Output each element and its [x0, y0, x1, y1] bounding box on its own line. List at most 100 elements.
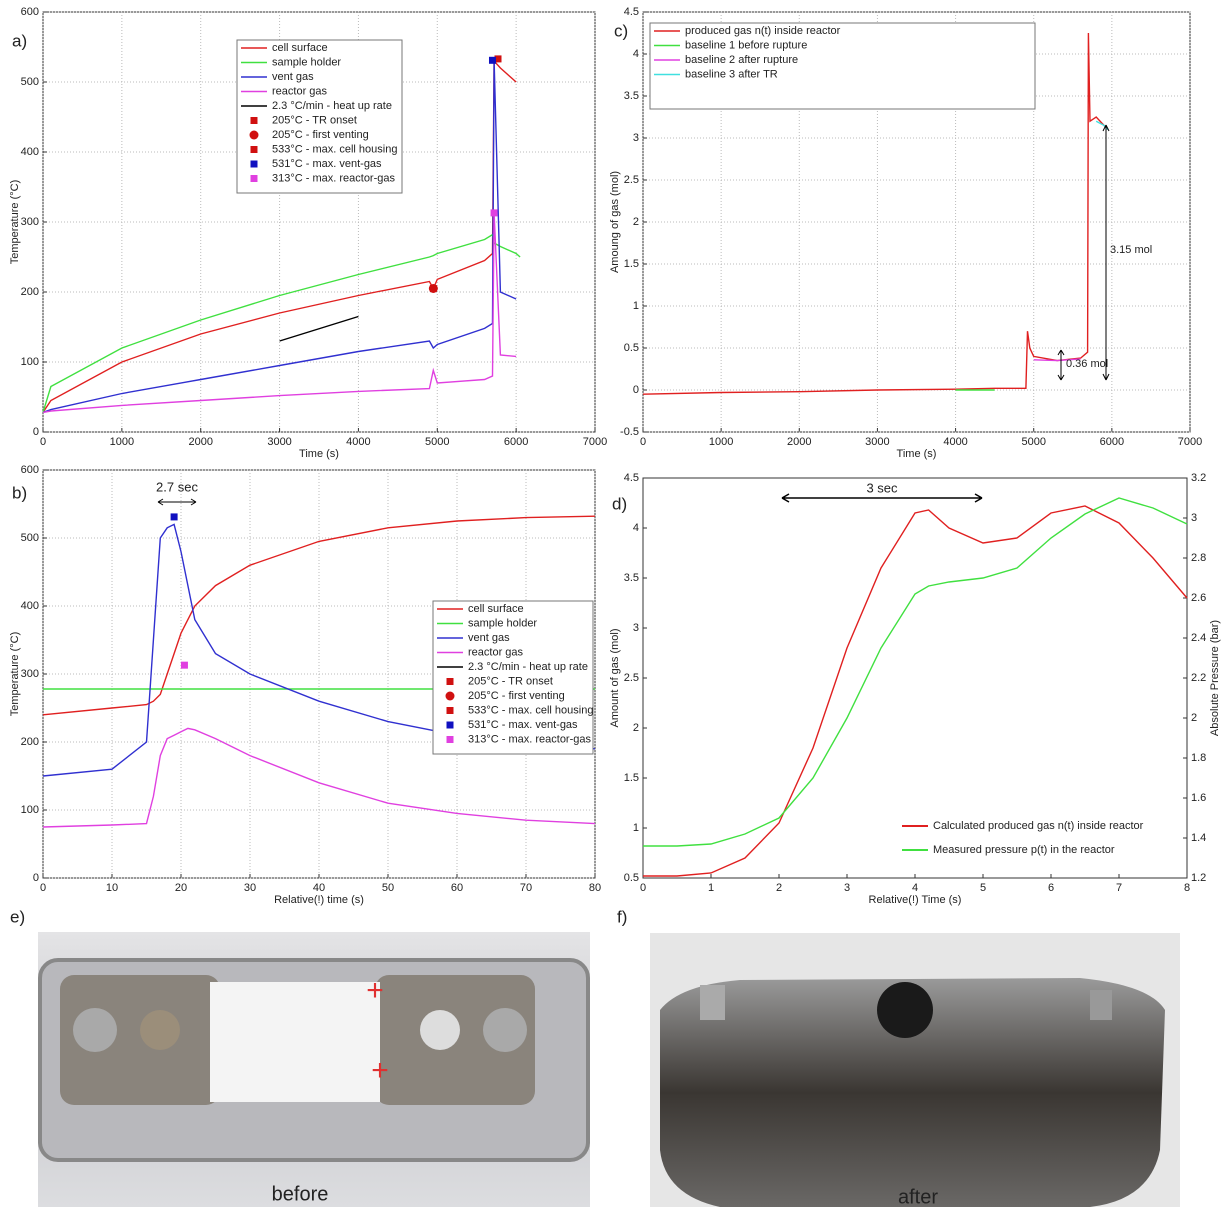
legend-label: 313°C - max. reactor-gas — [272, 172, 395, 184]
x-tick-label: 4 — [912, 882, 918, 894]
legend-label: 205°C - TR onset — [468, 675, 553, 687]
x-tick-label: 6000 — [504, 436, 528, 448]
y-tick-label: 400 — [21, 146, 39, 158]
x-tick-label: 7 — [1116, 882, 1122, 894]
marker — [445, 691, 455, 701]
legend-label: cell surface — [272, 42, 328, 54]
marker — [446, 707, 454, 714]
y-tick-label: 3.5 — [624, 572, 639, 584]
annotation: 3 sec — [866, 480, 898, 495]
y-tick-label: 200 — [21, 736, 39, 748]
x-axis-label: Time (s) — [299, 448, 339, 460]
series-line — [42, 515, 596, 716]
x-tick-label: 2000 — [787, 436, 811, 448]
x-tick-label: 1 — [708, 882, 714, 894]
y2-tick-label: 3.2 — [1191, 472, 1206, 484]
arrow — [1102, 124, 1110, 381]
legend-box — [432, 600, 594, 755]
legend-label: produced gas n(t) inside reactor — [685, 25, 841, 37]
marker — [446, 736, 454, 743]
y-tick-label: 600 — [21, 6, 39, 18]
marker — [170, 513, 178, 521]
y-tick-label: 600 — [21, 464, 39, 476]
legend-label: baseline 1 before rupture — [685, 39, 807, 51]
y-tick-label: 3.5 — [624, 90, 639, 102]
x-tick-label: 1000 — [110, 436, 134, 448]
y-tick-label: 300 — [21, 216, 39, 228]
legend-box — [649, 22, 1036, 110]
x-axis-label: Relative(!) Time (s) — [869, 894, 962, 906]
x-tick-label: 5000 — [1021, 436, 1045, 448]
y-tick-label: 0.5 — [624, 872, 639, 884]
x-tick-label: 80 — [589, 882, 601, 894]
marker — [490, 209, 498, 217]
panel-label: a) — [12, 31, 27, 50]
annotation: 0.36 mol — [1066, 358, 1108, 370]
legend-label: Measured pressure p(t) in the reactor — [933, 844, 1115, 856]
panel-label: c) — [614, 21, 628, 40]
marker — [446, 721, 454, 729]
x-tick-label: 50 — [382, 882, 394, 894]
x-tick-label: 8 — [1184, 882, 1190, 894]
y-tick-label: 1.5 — [624, 772, 639, 784]
legend-label: sample holder — [272, 56, 341, 68]
y-tick-label: 4 — [633, 48, 639, 60]
photo-before: + + — [38, 932, 590, 1207]
x-tick-label: 70 — [520, 882, 532, 894]
y-tick-label: 4.5 — [624, 6, 639, 18]
y-axis-label: Amoung of gas (mol) — [609, 171, 621, 273]
y2-tick-label: 1.2 — [1191, 872, 1206, 884]
y-tick-label: 1.5 — [624, 258, 639, 270]
x-tick-label: 0 — [40, 436, 46, 448]
y2-tick-label: 1.4 — [1191, 832, 1206, 844]
y2-tick-label: 1.8 — [1191, 752, 1206, 764]
legend-label: vent gas — [272, 71, 314, 83]
legend-label: 205°C - TR onset — [272, 114, 357, 126]
y-tick-label: 2.5 — [624, 174, 639, 186]
y-tick-label: 400 — [21, 600, 39, 612]
legend: cell surface sample holder vent gas reactor… — [432, 600, 594, 755]
x-tick-label: 2000 — [188, 436, 212, 448]
x-tick-label: 2 — [776, 882, 782, 894]
photo-label: f) — [617, 907, 627, 926]
photo-label: e) — [10, 907, 25, 926]
legend-label: 2.3 °C/min - heat up rate — [468, 661, 588, 673]
legend-box — [236, 39, 403, 194]
x-tick-label: 7000 — [583, 436, 607, 448]
y-tick-label: 1 — [633, 822, 639, 834]
marker — [249, 130, 259, 140]
x-tick-label: 0 — [40, 882, 46, 894]
marker — [250, 160, 258, 168]
y-tick-label: 2 — [633, 722, 639, 734]
series-line — [643, 497, 1188, 847]
photo-caption: after — [898, 1186, 938, 1207]
legend-label: 205°C - first venting — [468, 690, 565, 702]
marker — [250, 175, 258, 182]
series-line — [279, 315, 359, 342]
x-tick-label: 20 — [175, 882, 187, 894]
marker — [250, 117, 258, 124]
y-tick-label: 1 — [633, 300, 639, 312]
arrow — [157, 498, 197, 506]
y-axis-label: Temperature (°C) — [9, 632, 21, 716]
legend: cell surface sample holder vent gas reactor… — [236, 39, 403, 194]
arrow — [1057, 349, 1065, 381]
y-tick-label: 100 — [21, 804, 39, 816]
svg-text:+: + — [371, 1054, 389, 1087]
y-tick-label: 2 — [633, 216, 639, 228]
annotation: 2.7 sec — [156, 479, 198, 494]
x-tick-label: 5 — [980, 882, 986, 894]
x-tick-label: 5000 — [425, 436, 449, 448]
panel-label: d) — [612, 494, 627, 513]
series-line — [642, 32, 1109, 395]
y2-tick-label: 3 — [1191, 512, 1197, 524]
x-tick-label: 60 — [451, 882, 463, 894]
y-tick-label: 0 — [33, 872, 39, 884]
x-tick-label: 3 — [844, 882, 850, 894]
annotation: 3.15 mol — [1110, 244, 1152, 256]
y2-tick-label: 1.6 — [1191, 792, 1206, 804]
legend-label: Calculated produced gas n(t) inside reac… — [933, 820, 1144, 832]
x-tick-label: 40 — [313, 882, 325, 894]
y-tick-label: 4.5 — [624, 472, 639, 484]
legend-label: baseline 3 after TR — [685, 68, 778, 80]
